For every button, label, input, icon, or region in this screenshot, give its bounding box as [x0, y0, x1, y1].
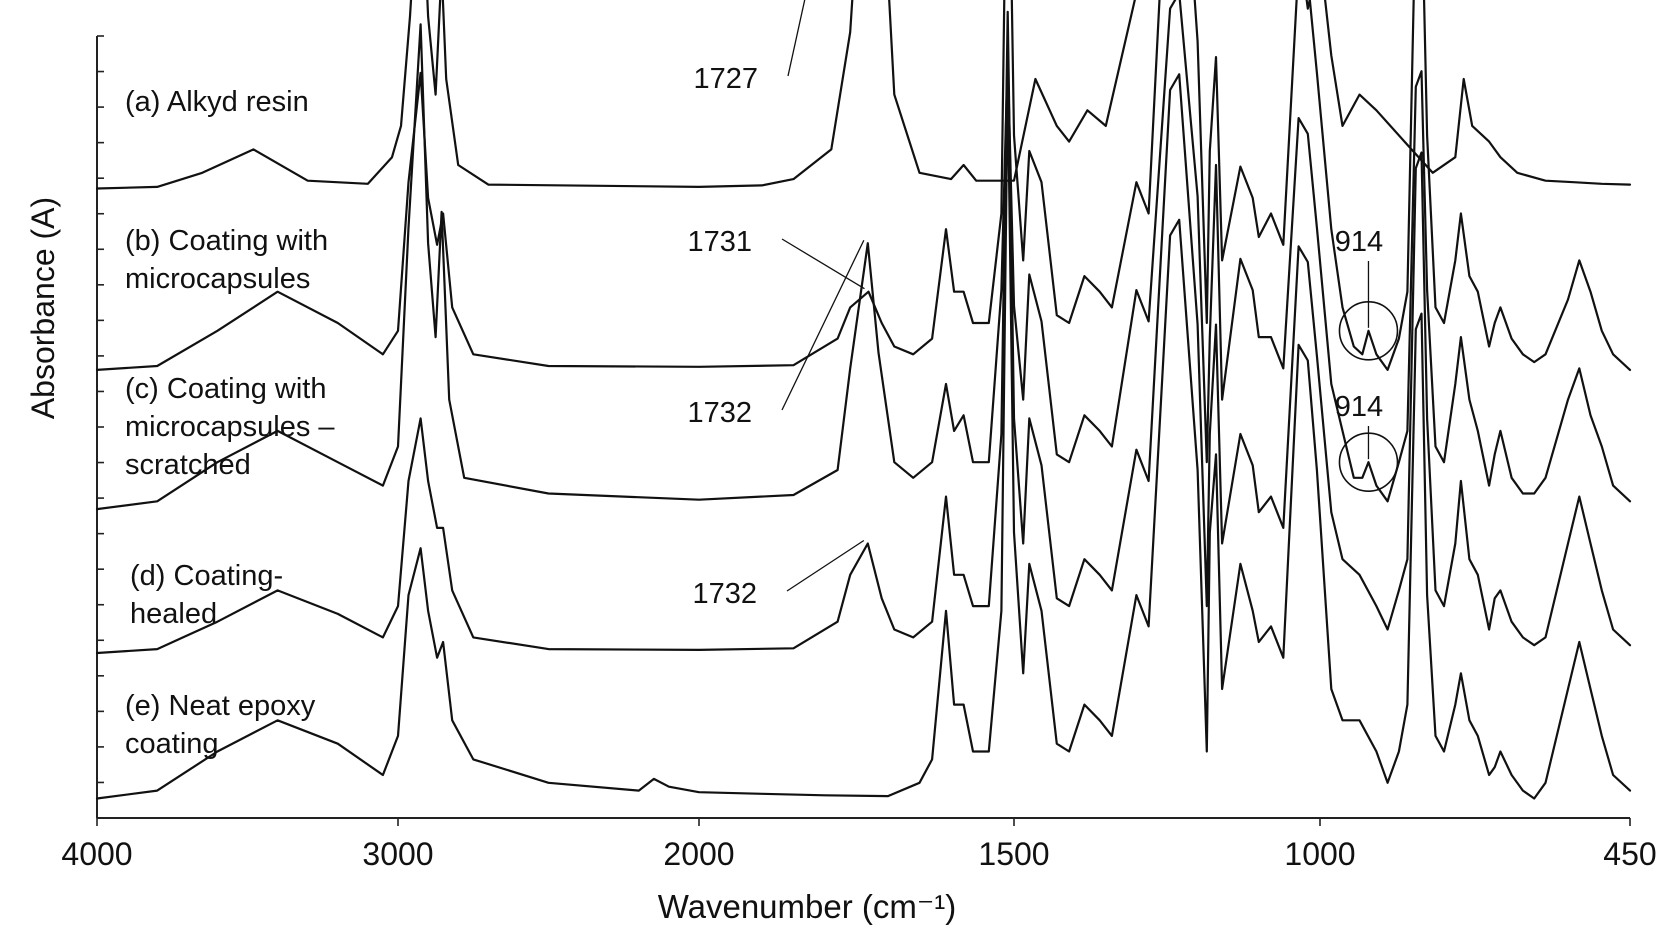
series-line-e — [95, 77, 1632, 800]
annotation-label: 1731 — [687, 226, 752, 258]
annotation-label: 1727 — [693, 63, 758, 95]
series-line-b — [95, 0, 1632, 371]
annotation-label: 914 — [1335, 226, 1383, 258]
series-label-b: microcapsules — [125, 263, 310, 295]
x-axis-ticks: 4000 3000 2000 1500 1000 450 — [61, 818, 1657, 872]
series-label-c: (c) Coating with — [125, 373, 326, 405]
peak-annotations: 1727 1731 1732 1732 914 914 — [687, 0, 1399, 610]
annotation-leader — [781, 239, 865, 411]
x-tick-label: 450 — [1603, 836, 1656, 872]
x-axis-label: Wavenumber (cm⁻¹) — [658, 888, 957, 925]
annotation-leader — [781, 238, 865, 290]
spectra-series — [95, 0, 1632, 800]
series-label-b: (b) Coating with — [125, 225, 328, 257]
annotation-label: 914 — [1335, 391, 1383, 423]
x-tick-label: 1500 — [978, 836, 1049, 872]
series-label-c: scratched — [125, 449, 251, 481]
series-label-d: (d) Coating- — [130, 560, 283, 592]
series-line-a — [95, 0, 1632, 190]
y-axis-label: Absorbance (A) — [25, 197, 61, 419]
series-label-a: (a) Alkyd resin — [125, 86, 309, 118]
x-tick-label: 2000 — [663, 836, 734, 872]
x-tick-label: 3000 — [362, 836, 433, 872]
series-label-e: coating — [125, 728, 219, 760]
axes — [96, 36, 1630, 819]
annotation-label: 1732 — [687, 397, 752, 429]
annotation-leader — [787, 0, 806, 77]
series-line-c — [95, 0, 1632, 511]
series-label-c: microcapsules – — [125, 411, 335, 443]
annotation-leader — [786, 539, 865, 592]
y-axis-ticks — [97, 35, 104, 819]
x-tick-label: 4000 — [61, 836, 132, 872]
annotation-label: 1732 — [692, 578, 757, 610]
series-label-d: healed — [130, 598, 217, 630]
x-tick-label: 1000 — [1284, 836, 1355, 872]
series-labels: (a) Alkyd resin (b) Coating with microcaps… — [125, 86, 335, 760]
series-line-d — [95, 10, 1632, 655]
series-label-e: (e) Neat epoxy — [125, 690, 316, 722]
